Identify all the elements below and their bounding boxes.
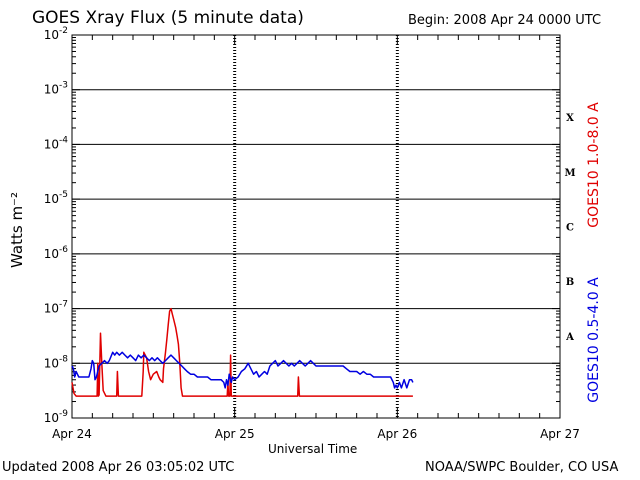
y-tick-label: 10-3 [44,81,68,97]
credit-line: NOAA/SWPC Boulder, CO USA [425,460,619,475]
y-tick-base: 10 [44,137,59,151]
y-tick-exponent: -7 [59,300,68,310]
flare-class-label: A [565,332,574,343]
y-tick-exponent: -8 [59,354,68,364]
series-line-long-wavelength [71,307,413,397]
x-tick-label: Apr 26 [377,427,417,441]
x-tick-labels: Apr 24 Apr 25 Apr 26 Apr 27 [52,427,580,441]
y-tick-exponent: -9 [59,409,68,419]
y-tick-base: 10 [44,302,59,316]
y-tick-base: 10 [44,247,59,261]
legend-short-wavelength: GOES10 0.5-4.0 A [586,277,602,403]
y-tick-base: 10 [44,356,59,370]
y-tick-base: 10 [44,411,59,425]
flare-class-label: X [566,113,574,124]
y-tick-exponent: -6 [59,245,68,255]
series-line-short-wavelength [71,351,414,389]
y-tick-label: 10-8 [44,354,69,370]
x-tick-label: Apr 24 [52,427,92,441]
y-tick-base: 10 [44,83,59,97]
y-tick-label: 10-5 [44,190,68,206]
grid-lines [72,89,560,364]
y-tick-exponent: -5 [59,190,68,200]
y-tick-exponent: -4 [59,135,68,145]
x-axis-label: Universal Time [268,442,358,456]
y-tick-label: 10-7 [44,300,68,316]
y-tick-base: 10 [44,192,59,206]
plot-frame [71,34,561,419]
legend-long-wavelength: GOES10 1.0-8.0 A [586,102,602,228]
flare-class-label: C [566,223,574,234]
flare-class-labels: A B C M X [564,113,575,343]
legend: GOES10 1.0-8.0 A GOES10 0.5-4.0 A [586,102,602,403]
y-tick-exponent: -3 [59,81,68,91]
y-tick-label: 10-2 [44,26,68,42]
begin-time: Begin: 2008 Apr 24 0000 UTC [408,13,602,28]
updated-timestamp: Updated 2008 Apr 26 03:05:02 UTC [2,460,235,475]
y-axis-label: Watts m⁻² [8,192,26,268]
chart-title: GOES Xray Flux (5 minute data) [32,8,304,28]
day-boundary-lines [233,35,399,418]
y-tick-exponent: -2 [59,26,68,36]
axis-ticks [71,34,561,419]
flare-class-label: M [564,168,575,179]
x-tick-label: Apr 25 [215,427,255,441]
y-tick-labels: 10-910-810-710-610-510-410-310-2 [44,26,69,425]
y-tick-label: 10-6 [44,245,69,261]
y-tick-label: 10-9 [44,409,69,425]
data-series [71,307,414,397]
y-tick-base: 10 [44,28,59,42]
flare-class-label: B [566,277,574,288]
y-tick-label: 10-4 [44,135,69,151]
x-tick-label: Apr 27 [540,427,580,441]
